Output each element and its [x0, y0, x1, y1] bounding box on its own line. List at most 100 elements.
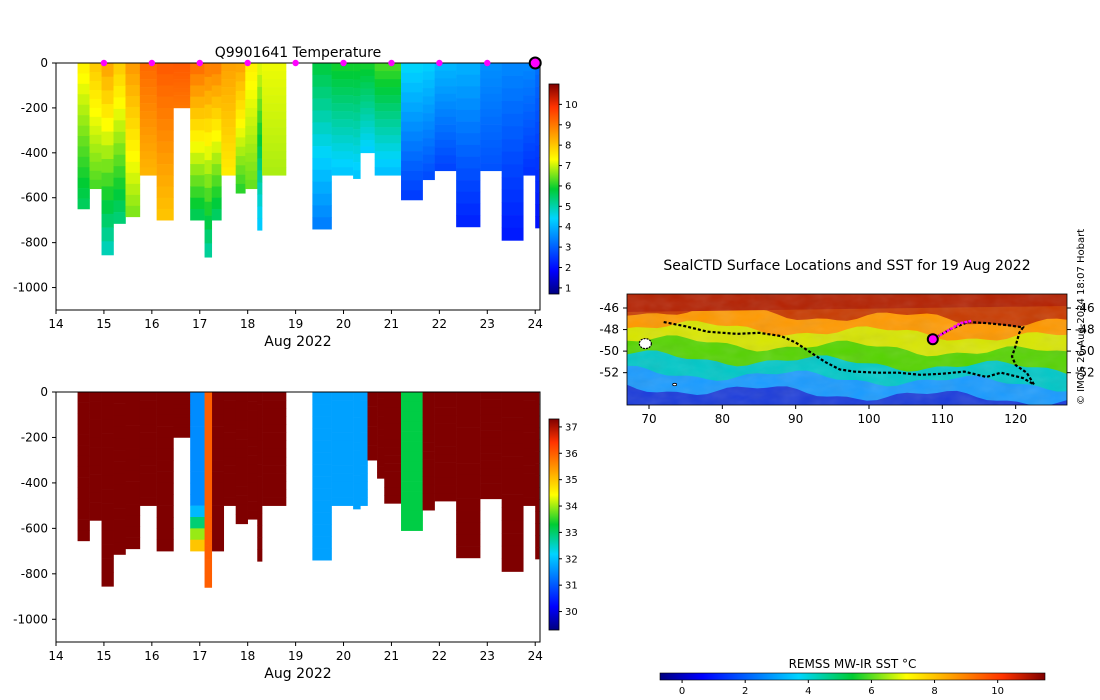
- temp-profile-cell: [312, 134, 332, 147]
- temp-profile-cell: [535, 216, 540, 229]
- sal-profile-cell: [353, 442, 361, 451]
- temp-profile-cell: [257, 206, 263, 219]
- temp-profile-cell: [422, 63, 435, 72]
- sal-profile-cell: [101, 405, 114, 421]
- temp-profile-cell: [139, 111, 157, 120]
- temp-profile-cell: [401, 190, 423, 201]
- temp-profile-cell: [113, 97, 126, 110]
- temp-profile-cell: [139, 143, 157, 152]
- temp-profile-cell: [501, 126, 524, 140]
- sal-profile-cell: [101, 503, 114, 518]
- temp-profile-cell: [422, 113, 435, 122]
- sal-colorbar-tick-label: 34: [565, 502, 578, 513]
- sal-profile-cell: [262, 481, 287, 490]
- sal-profile-cell: [125, 459, 141, 471]
- sst-colorbar-label: REMSS MW-IR SST °C: [789, 657, 917, 671]
- sal-profile-cell: [434, 407, 457, 416]
- sal-profile-cell: [89, 410, 102, 420]
- sal-profile-cell: [190, 392, 210, 404]
- temp-profile-cell: [401, 131, 423, 142]
- sal-profile-cell: [535, 475, 540, 488]
- sal-profile-cell: [190, 426, 210, 438]
- sal-profile-cell: [113, 426, 126, 439]
- temp-y-tick-label: -200: [21, 101, 48, 115]
- temp-profile-cell: [89, 89, 102, 100]
- surface-marker: [100, 59, 108, 67]
- temp-profile-cell: [535, 169, 540, 182]
- sal-profile-cell: [257, 512, 263, 526]
- sal-profile-cell: [125, 448, 141, 460]
- sal-profile-cell: [367, 396, 378, 403]
- sal-profile-cell: [360, 489, 368, 498]
- temp-profile-cell: [422, 146, 435, 156]
- map-y-tick-label-right: -48: [1075, 323, 1095, 337]
- temp-profile-cell: [211, 197, 222, 210]
- temp-profile-cell: [262, 103, 287, 112]
- sal-y-tick-label: -400: [21, 476, 48, 490]
- temp-profile-cell: [360, 114, 375, 122]
- sal-profile-cell: [262, 465, 287, 474]
- temp-profile-cell: [89, 98, 102, 109]
- sal-profile-cell: [360, 481, 368, 490]
- temp-profile-cell: [211, 85, 222, 97]
- sal-profile-cell: [384, 447, 402, 456]
- temp-profile-cell: [89, 143, 102, 154]
- sal-x-tick-label: 20: [336, 649, 351, 663]
- temp-profile-cell: [401, 63, 423, 74]
- sal-profile-cell: [209, 494, 225, 506]
- sal-profile-cell: [77, 434, 90, 446]
- temp-profile-cell: [456, 98, 481, 111]
- temp-profile-cell: [374, 71, 402, 80]
- temp-profile-cell: [156, 164, 174, 176]
- sal-profile-cell: [156, 505, 174, 518]
- temp-profile-cell: [211, 208, 222, 221]
- temp-profile-cell: [523, 111, 536, 120]
- sal-profile-cell: [360, 432, 368, 442]
- temp-profile-cell: [245, 63, 258, 73]
- sal-profile-cell: [247, 446, 258, 456]
- temp-profile-cell: [535, 86, 540, 99]
- temp-profile-cell: [235, 156, 246, 166]
- sal-profile-cell: [125, 403, 141, 415]
- temp-colorbar-tick-label: 5: [565, 202, 571, 213]
- sal-profile-cell: [204, 559, 213, 574]
- temp-profile-cell: [312, 181, 332, 194]
- sal-profile-cell: [480, 430, 502, 439]
- map-x-tick-label: 90: [788, 412, 803, 426]
- temp-profile-cell: [245, 170, 258, 181]
- temp-x-tick-label: 14: [48, 317, 63, 331]
- temp-profile-cell: [360, 82, 375, 89]
- sal-profile-cell: [204, 419, 213, 435]
- sal-profile-cell: [501, 443, 524, 457]
- temp-profile-cell: [101, 63, 114, 78]
- temp-profile-cell: [125, 172, 141, 185]
- temp-profile-cell: [113, 120, 126, 133]
- temp-profile-cell: [331, 151, 354, 160]
- sal-profile-cell: [312, 476, 332, 489]
- sal-profile-cell: [156, 448, 174, 461]
- temp-profile-cell: [190, 85, 205, 97]
- sal-profile-cell: [204, 461, 213, 477]
- temp-profile-cell: [77, 94, 90, 106]
- sal-profile-cell: [209, 505, 225, 518]
- temp-profile-cell: [523, 159, 536, 168]
- temp-profile-cell: [262, 71, 287, 80]
- sal-x-tick-label: 21: [384, 649, 399, 663]
- temp-profile-cell: [456, 168, 481, 181]
- sal-profile-cell: [139, 432, 157, 442]
- sal-profile-cell: [262, 497, 287, 506]
- sal-profile-cell: [353, 467, 361, 476]
- sal-profile-cell: [312, 404, 332, 417]
- temp-profile-cell: [456, 203, 481, 216]
- temp-profile-cell: [434, 124, 457, 133]
- temp-profile-cell: [480, 116, 502, 125]
- sal-profile-cell: [353, 400, 361, 410]
- temp-profile-cell: [156, 175, 174, 187]
- temp-profile-cell: [434, 93, 457, 102]
- temp-profile-cell: [374, 159, 402, 168]
- temp-profile-cell: [262, 119, 287, 128]
- temp-profile-cell: [235, 183, 246, 194]
- temp-colorbar-tick-label: 9: [565, 120, 571, 131]
- sal-profile-cell: [480, 414, 502, 423]
- temp-profile-cell: [312, 110, 332, 123]
